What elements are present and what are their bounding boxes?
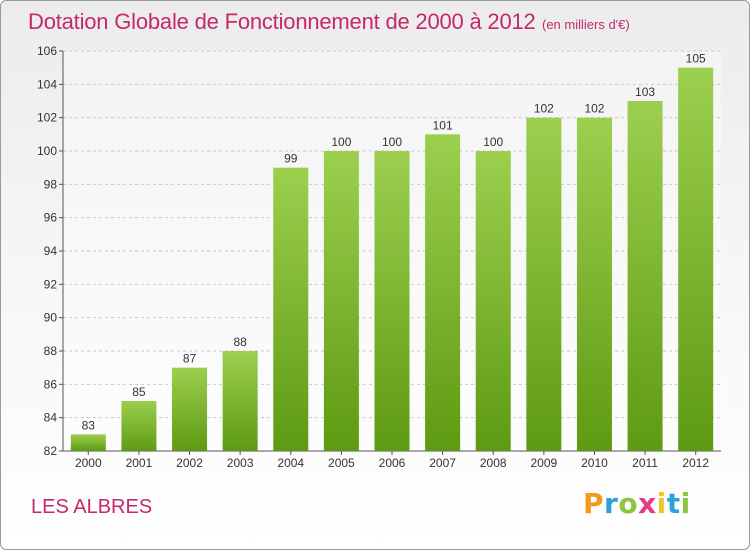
logo-letter: r	[604, 487, 619, 520]
chart-title: Dotation Globale de Fonctionnement de 20…	[28, 9, 536, 34]
logo-letter: i	[680, 487, 691, 520]
data-label: 87	[183, 352, 197, 366]
logo-letter: i	[656, 487, 667, 520]
data-label: 105	[686, 52, 706, 66]
proxiti-logo: Proxiti	[583, 487, 691, 520]
y-tick-label: 88	[44, 344, 58, 358]
data-label: 100	[382, 135, 402, 149]
data-label: 103	[635, 85, 655, 99]
x-tick-label: 2007	[429, 456, 456, 470]
logo-letter: x	[638, 487, 657, 520]
x-tick-label: 2002	[176, 456, 203, 470]
data-label: 102	[584, 102, 604, 116]
logo-letter: P	[583, 487, 605, 520]
y-tick-label: 82	[44, 444, 58, 458]
x-tick-label: 2006	[379, 456, 406, 470]
data-label: 85	[132, 385, 146, 399]
bar	[475, 151, 511, 451]
y-tick-label: 106	[37, 44, 57, 58]
x-tick-label: 2004	[277, 456, 304, 470]
data-label: 100	[331, 135, 351, 149]
bar	[576, 117, 612, 452]
x-tick-label: 2008	[480, 456, 507, 470]
y-tick-label: 96	[44, 211, 58, 225]
y-tick-label: 102	[37, 111, 57, 125]
y-tick-label: 92	[44, 277, 58, 291]
logo-letter: o	[618, 487, 639, 520]
y-tick-label: 100	[37, 144, 57, 158]
data-label: 101	[433, 118, 453, 132]
data-label: 83	[82, 418, 96, 432]
x-tick-label: 2003	[227, 456, 254, 470]
x-tick-label: 2011	[632, 456, 658, 470]
x-tick-label: 2001	[126, 456, 153, 470]
bar	[678, 67, 714, 452]
y-tick-label: 86	[44, 377, 58, 391]
bar	[323, 151, 359, 451]
x-tick-label: 2005	[328, 456, 355, 470]
data-label: 88	[233, 335, 247, 349]
bar	[121, 401, 157, 451]
y-tick-label: 94	[44, 244, 58, 258]
bar	[627, 101, 663, 451]
bar	[273, 167, 309, 451]
unit-note: (en milliers d'€)	[542, 17, 630, 32]
y-tick-label: 90	[44, 311, 58, 325]
bar	[526, 117, 562, 452]
x-tick-label: 2012	[682, 456, 709, 470]
bar	[70, 434, 106, 451]
data-label: 102	[534, 102, 554, 116]
data-label: 99	[284, 152, 298, 166]
x-tick-label: 2009	[530, 456, 557, 470]
y-tick-label: 84	[44, 411, 58, 425]
logo-letter: t	[666, 487, 681, 520]
x-tick-label: 2010	[581, 456, 608, 470]
place-name: LES ALBRES	[31, 496, 153, 518]
bar	[222, 351, 258, 451]
y-tick-label: 98	[44, 177, 58, 191]
data-label: 100	[483, 135, 503, 149]
bar	[374, 151, 410, 451]
y-tick-label: 104	[37, 77, 57, 91]
x-tick-label: 2000	[75, 456, 102, 470]
bar	[425, 134, 461, 452]
bar	[172, 367, 208, 451]
